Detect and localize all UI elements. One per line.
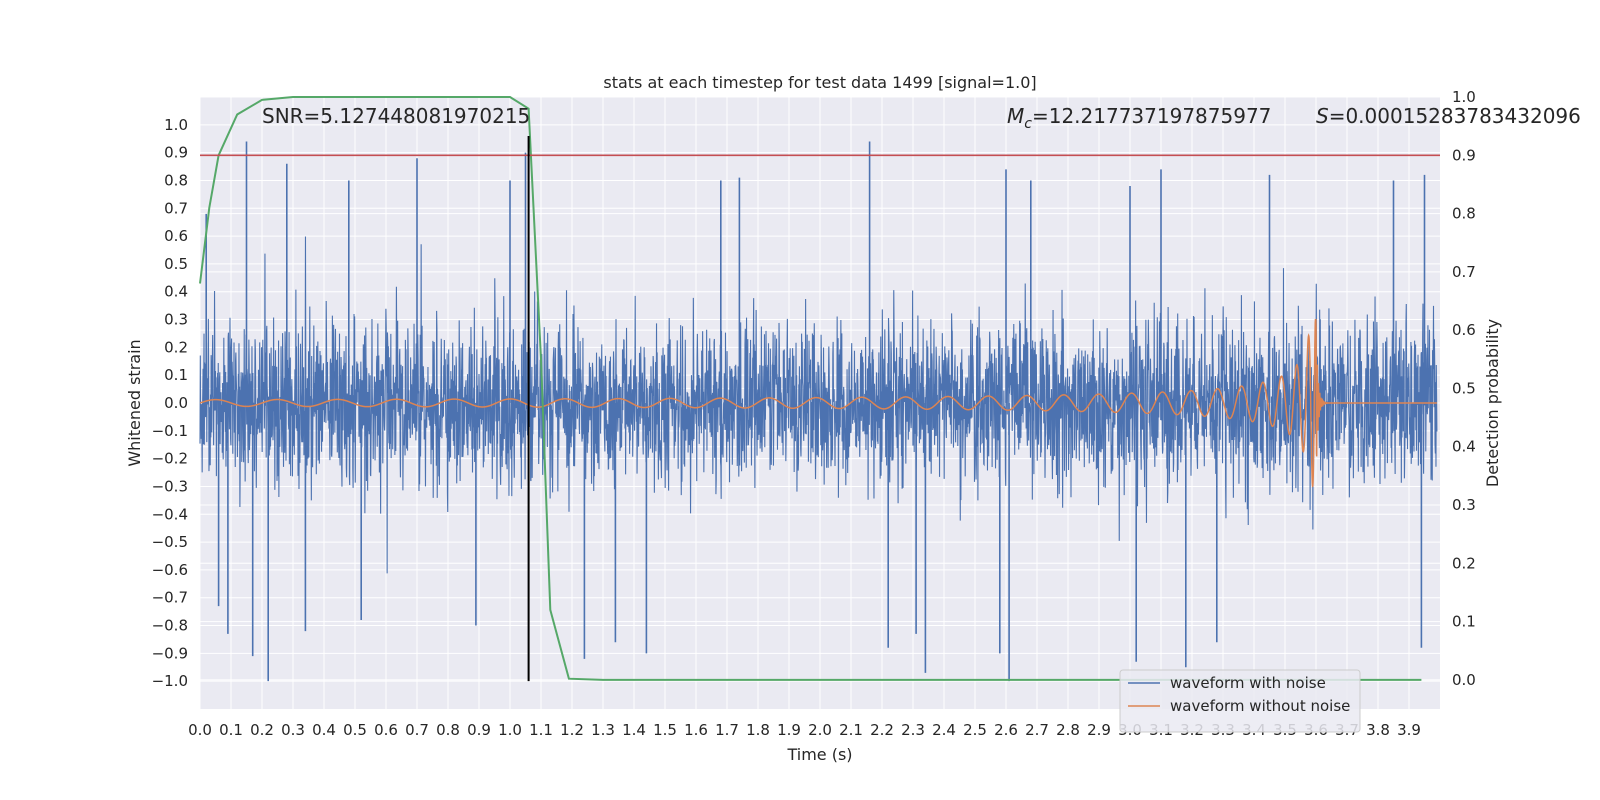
- y2-tick-label: 0.2: [1452, 554, 1476, 572]
- y-tick-label: −0.7: [152, 589, 188, 607]
- y-tick-label: 0.5: [164, 255, 188, 273]
- x-tick-label: 0.5: [343, 721, 367, 739]
- x-tick-label: 2.1: [839, 721, 863, 739]
- probability-line: [199, 96, 1422, 681]
- x-tick-label: 0.7: [405, 721, 429, 739]
- x-tick-label: 2.5: [963, 721, 987, 739]
- chirp-mass-value: =12.217737197875977: [1032, 104, 1271, 128]
- x-tick-label: 1.4: [622, 721, 646, 739]
- y2-tick-label: 1.0: [1452, 88, 1476, 106]
- y-tick-label: 0.1: [164, 366, 188, 384]
- x-tick-label: 1.7: [715, 721, 739, 739]
- y-tick-label: −0.4: [152, 505, 188, 523]
- clean-waveform-line: [199, 318, 1437, 488]
- series-waveform-without-noise: [199, 318, 1437, 488]
- s-value: =0.00015283783432096: [1329, 104, 1581, 128]
- x-tick-label: 0.6: [374, 721, 398, 739]
- y2-tick-label: 0.9: [1452, 146, 1476, 164]
- x-tick-label: 0.9: [467, 721, 491, 739]
- y2-tick-label: 0.8: [1452, 205, 1476, 223]
- series-waveform-with-noise: [199, 141, 1438, 682]
- y2-tick-label: 0.4: [1452, 438, 1476, 456]
- legend-label-clean: waveform without noise: [1170, 697, 1350, 715]
- x-tick-label: 2.3: [901, 721, 925, 739]
- x-tick-label: 1.2: [560, 721, 584, 739]
- x-tick-label: 3.9: [1397, 721, 1421, 739]
- y-tick-label: 0.4: [164, 283, 188, 301]
- x-tick-label: 0.4: [312, 721, 336, 739]
- y2-axis-ticks: 1.0 0.9 0.8 0.7 0.6 0.5 0.4 0.3 0.2 0.1 0.0: [1452, 88, 1476, 689]
- x-tick-label: 2.0: [808, 721, 832, 739]
- chirp-mass-annotation: Mc=12.217737197875977: [1007, 104, 1271, 132]
- x-tick-label: 1.3: [591, 721, 615, 739]
- reference-lines: [200, 135, 1440, 682]
- y-tick-label: 0.2: [164, 338, 188, 356]
- x-tick-label: 2.7: [1025, 721, 1049, 739]
- x-tick-label: 2.9: [1087, 721, 1111, 739]
- y-tick-label: 0.6: [164, 227, 188, 245]
- y-tick-label: 1.0: [164, 116, 188, 134]
- y-tick-label: −0.1: [152, 422, 188, 440]
- chirp-mass-subscript: c: [1024, 116, 1032, 132]
- x-tick-label: 0.0: [188, 721, 212, 739]
- y-axis-ticks: 1.0 0.9 0.8 0.7 0.6 0.5 0.4 0.3 0.2 0.1 0.0 −0.1 −0.…: [152, 116, 188, 690]
- x-tick-label: 1.9: [777, 721, 801, 739]
- x-tick-label: 1.6: [684, 721, 708, 739]
- y2-tick-label: 0.7: [1452, 263, 1476, 281]
- x-tick-label: 1.0: [498, 721, 522, 739]
- x-tick-label: 3.8: [1366, 721, 1390, 739]
- legend: waveform with noise waveform without noi…: [1119, 669, 1361, 733]
- x-tick-label: 0.2: [250, 721, 274, 739]
- x-tick-label: 2.6: [994, 721, 1018, 739]
- series-detection-probability: [199, 96, 1422, 681]
- x-tick-label: 2.4: [932, 721, 956, 739]
- y-tick-label: 0.3: [164, 311, 188, 329]
- chirp-mass-symbol: M: [1007, 104, 1024, 128]
- x-tick-label: 2.8: [1056, 721, 1080, 739]
- y2-tick-label: 0.5: [1452, 379, 1476, 397]
- x-tick-label: 2.2: [870, 721, 894, 739]
- s-symbol: S: [1316, 104, 1329, 128]
- x-tick-label: 0.3: [281, 721, 305, 739]
- y2-axis-label: Detection probability: [1483, 319, 1502, 487]
- y-tick-label: 0.8: [164, 171, 188, 189]
- x-tick-label: 1.8: [746, 721, 770, 739]
- snr-annotation: SNR=5.127448081970215: [262, 104, 530, 128]
- x-tick-label: 1.1: [529, 721, 553, 739]
- chart-title: stats at each timestep for test data 149…: [603, 73, 1036, 92]
- y2-tick-label: 0.0: [1452, 671, 1476, 689]
- x-tick-label: 0.1: [219, 721, 243, 739]
- y-tick-label: −1.0: [152, 672, 188, 690]
- y-tick-label: −0.2: [152, 450, 188, 468]
- y-tick-label: 0.9: [164, 144, 188, 162]
- y-tick-label: 0.7: [164, 199, 188, 217]
- y2-tick-label: 0.1: [1452, 613, 1476, 631]
- y-tick-label: 0.0: [164, 394, 188, 412]
- x-axis-label: Time (s): [786, 745, 852, 764]
- s-annotation: S=0.00015283783432096: [1316, 104, 1581, 128]
- y-tick-label: −0.5: [152, 533, 188, 551]
- x-tick-label: 1.5: [653, 721, 677, 739]
- legend-box: [1119, 669, 1361, 733]
- legend-label-noise: waveform with noise: [1170, 674, 1326, 692]
- noise-line: [199, 236, 1438, 574]
- y2-tick-label: 0.3: [1452, 496, 1476, 514]
- x-tick-label: 0.8: [436, 721, 460, 739]
- y-axis-label: Whitened strain: [125, 339, 144, 466]
- y-tick-label: −0.3: [152, 477, 188, 495]
- y-tick-label: −0.8: [152, 617, 188, 635]
- y-tick-label: −0.9: [152, 644, 188, 662]
- y-tick-label: −0.6: [152, 561, 188, 579]
- y2-tick-label: 0.6: [1452, 321, 1476, 339]
